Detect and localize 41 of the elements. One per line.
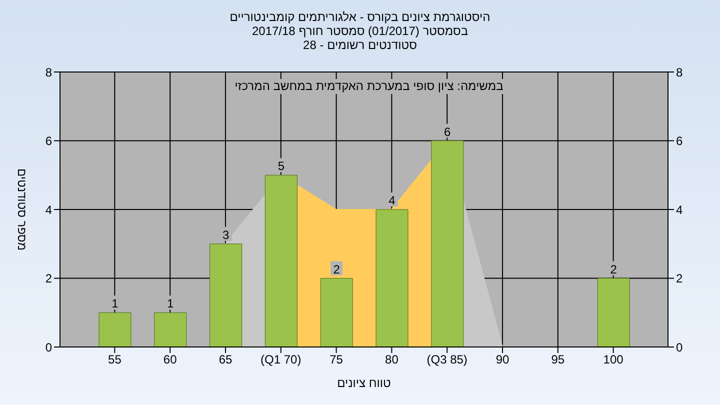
- bar: [431, 140, 464, 347]
- data-label: 1: [167, 296, 174, 311]
- annotation: במשימה: ציון סופי במערכת האקדמית במחשב המרכזי: [234, 79, 504, 93]
- bar: [154, 312, 187, 347]
- data-label: 6: [444, 124, 452, 139]
- x-tick-label: 75: [330, 352, 344, 367]
- data-label: 4: [388, 194, 396, 208]
- y2-tick-label: 6: [676, 134, 683, 148]
- data-label: 1: [112, 296, 119, 311]
- x-tick-label: (Q3 85): [426, 352, 468, 367]
- x-tick-label: 100: [603, 352, 624, 367]
- chart-subtitle: בסמסטר (01/2017) סמסטר חורף 2017/18 סטודנטים רשומים - 28: [250, 24, 470, 52]
- y-tick-label: 0: [45, 340, 52, 354]
- bar: [376, 209, 408, 347]
- y-tick-label: 2: [45, 272, 52, 286]
- y2-tick-label: 2: [676, 272, 683, 286]
- x-tick-label: 95: [551, 352, 565, 367]
- chart-title: היסטוגרמת ציונים בקורס - אלגוריתמים קומבינטוריים: [228, 10, 492, 24]
- data-label: 2: [610, 262, 618, 276]
- y-axis-title: מספר סטודנטים: [14, 168, 29, 251]
- data-label: 2: [333, 262, 340, 276]
- data-label: 5: [278, 159, 285, 174]
- y2-tick-label: 8: [676, 65, 683, 80]
- y-tick-label: 6: [45, 134, 52, 148]
- x-tick-label: (Q1 70): [260, 352, 302, 367]
- bar: [98, 312, 132, 347]
- x-axis-title: טווח ציונים: [337, 376, 392, 390]
- x-tick-label: 60: [163, 352, 178, 367]
- y-tick-label: 8: [45, 65, 52, 80]
- y2-tick-label: 4: [676, 202, 683, 217]
- x-tick-label: 65: [218, 352, 232, 367]
- bar: [597, 278, 630, 347]
- x-tick-label: 80: [385, 352, 399, 367]
- y-tick-label: 4: [45, 202, 52, 217]
- y2-tick-label: 0: [676, 340, 683, 354]
- bar: [210, 244, 242, 347]
- bar: [264, 174, 298, 347]
- x-tick-label: 90: [496, 352, 510, 367]
- x-tick-label: 55: [108, 352, 122, 367]
- bar: [320, 278, 353, 347]
- data-label: 3: [222, 228, 230, 242]
